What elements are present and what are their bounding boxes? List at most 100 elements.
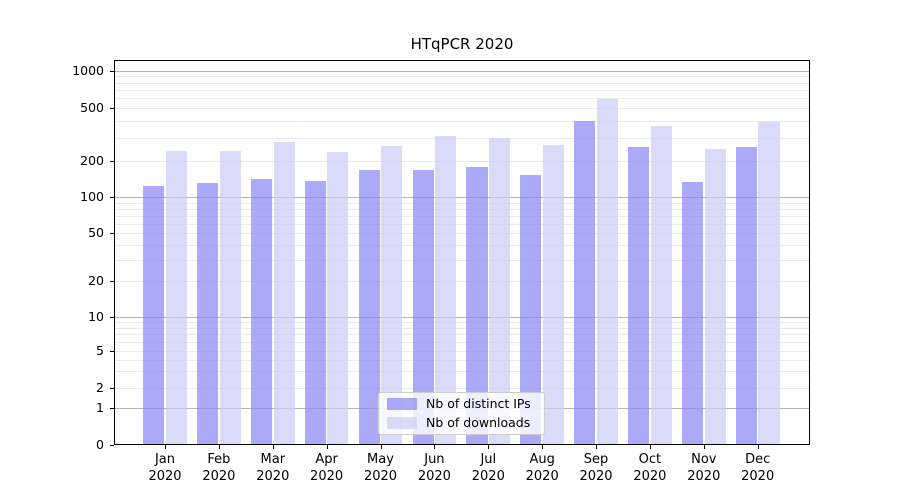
gridline-200 xyxy=(114,161,810,162)
x-tick-month-jun: Jun xyxy=(424,452,445,467)
x-tick-mar xyxy=(272,445,274,449)
y-tick-200 xyxy=(110,161,114,162)
x-tick-apr xyxy=(326,445,328,449)
gridline-700 xyxy=(114,90,810,92)
bar-distinct-ips-nov xyxy=(681,182,704,445)
gridline-500 xyxy=(114,108,810,110)
y-tick-label-500: 500 xyxy=(80,100,104,116)
gridline-100 xyxy=(114,197,810,198)
bar-distinct-ips-jun xyxy=(412,170,434,445)
x-tick-year-oct: 2020 xyxy=(633,469,667,484)
legend-row-downloads: Nb of downloads xyxy=(387,416,544,430)
y-tick-5 xyxy=(110,350,114,352)
x-tick-label-may: May 2020 xyxy=(341,451,421,485)
x-tick-month-sep: Sep xyxy=(583,452,609,467)
x-tick-label-jan: Jan 2020 xyxy=(125,451,205,485)
y-tick-50 xyxy=(110,233,114,234)
bar-downloads-may xyxy=(381,145,403,445)
gridline-2 xyxy=(114,387,810,389)
x-tick-dec xyxy=(757,445,759,449)
x-tick-label-dec: Dec 2020 xyxy=(718,451,798,485)
y-tick-label-1000: 1000 xyxy=(72,62,104,78)
gridline-7 xyxy=(114,334,810,336)
x-tick-month-nov: Nov xyxy=(691,452,717,467)
gridline-50 xyxy=(114,233,810,234)
x-tick-may xyxy=(380,445,382,449)
bar-distinct-ips-apr xyxy=(304,181,326,445)
x-tick-sep xyxy=(596,445,597,449)
gridline-90 xyxy=(114,202,810,204)
chart-title: HTqPCR 2020 xyxy=(410,35,514,53)
gridline-30 xyxy=(114,259,810,261)
x-tick-year-apr: 2020 xyxy=(310,469,344,484)
gridline-300 xyxy=(114,137,810,139)
y-tick-1 xyxy=(110,408,114,410)
bar-distinct-ips-mar xyxy=(250,178,273,445)
gridline-3 xyxy=(114,371,810,373)
x-tick-feb xyxy=(218,445,220,449)
x-tick-nov xyxy=(703,445,705,449)
gridline-80 xyxy=(114,208,810,210)
y-tick-label-2: 2 xyxy=(96,379,104,395)
y-tick-label-5: 5 xyxy=(96,342,104,358)
x-tick-month-dec: Dec xyxy=(745,452,771,467)
bar-distinct-ips-dec xyxy=(735,147,757,445)
x-tick-aug xyxy=(542,445,544,449)
x-tick-month-jan: Jan xyxy=(154,452,176,467)
legend-label-distinct-ips: Nb of distinct IPs xyxy=(426,396,531,411)
x-tick-label-nov: Nov 2020 xyxy=(664,451,744,485)
x-tick-year-jul: 2020 xyxy=(471,469,505,484)
x-tick-year-nov: 2020 xyxy=(687,469,721,484)
gridline-8 xyxy=(114,327,810,329)
y-tick-label-0: 0 xyxy=(96,437,104,452)
plot-area: Nb of distinct IPs Nb of downloads xyxy=(114,60,810,445)
y-tick-label-10: 10 xyxy=(88,308,104,324)
bar-downloads-oct xyxy=(650,125,672,445)
bar-downloads-mar xyxy=(273,142,295,445)
legend-label-downloads: Nb of downloads xyxy=(426,415,531,430)
bar-distinct-ips-may xyxy=(358,170,380,445)
gridline-10 xyxy=(114,316,810,318)
y-tick-label-200: 200 xyxy=(80,153,104,168)
x-tick-year-mar: 2020 xyxy=(256,469,290,484)
bar-downloads-dec xyxy=(758,121,780,445)
x-tick-month-apr: Apr xyxy=(315,452,338,467)
x-tick-month-mar: Mar xyxy=(260,452,286,467)
x-tick-year-may: 2020 xyxy=(363,469,398,484)
x-tick-year-sep: 2020 xyxy=(579,469,613,484)
x-tick-jul xyxy=(488,445,490,449)
bar-downloads-sep xyxy=(596,98,618,445)
gridline-1000 xyxy=(114,70,810,72)
bar-downloads-nov xyxy=(704,149,726,445)
legend: Nb of distinct IPs Nb of downloads xyxy=(378,392,545,435)
bar-distinct-ips-sep xyxy=(574,121,596,445)
y-tick-0 xyxy=(110,445,114,446)
x-tick-label-jun: Jun 2020 xyxy=(394,451,474,485)
x-tick-year-feb: 2020 xyxy=(202,469,236,484)
x-tick-year-dec: 2020 xyxy=(741,469,775,484)
bar-downloads-feb xyxy=(219,150,241,445)
y-tick-label-50: 50 xyxy=(88,225,104,240)
y-tick-500 xyxy=(110,108,114,110)
x-tick-month-feb: Feb xyxy=(207,452,231,467)
x-tick-month-may: May xyxy=(367,452,394,467)
x-tick-label-mar: Mar 2020 xyxy=(233,451,313,485)
gridline-5 xyxy=(114,350,810,352)
x-tick-year-aug: 2020 xyxy=(525,469,559,484)
gridline-900 xyxy=(114,76,810,78)
x-tick-month-oct: Oct xyxy=(638,452,662,467)
gridline-600 xyxy=(114,98,810,100)
x-tick-label-aug: Aug 2020 xyxy=(502,451,582,485)
y-tick-label-1: 1 xyxy=(96,400,104,416)
bar-distinct-ips-jul xyxy=(466,166,488,445)
bar-downloads-jul xyxy=(489,138,511,445)
x-tick-label-sep: Sep 2020 xyxy=(556,451,636,485)
x-tick-label-feb: Feb 2020 xyxy=(179,451,259,485)
bar-distinct-ips-feb xyxy=(197,183,219,445)
x-tick-label-oct: Oct 2020 xyxy=(610,451,690,485)
x-tick-label-apr: Apr 2020 xyxy=(287,451,367,485)
y-tick-1000 xyxy=(110,70,114,72)
x-tick-jun xyxy=(434,445,436,449)
x-tick-jan xyxy=(165,445,166,449)
